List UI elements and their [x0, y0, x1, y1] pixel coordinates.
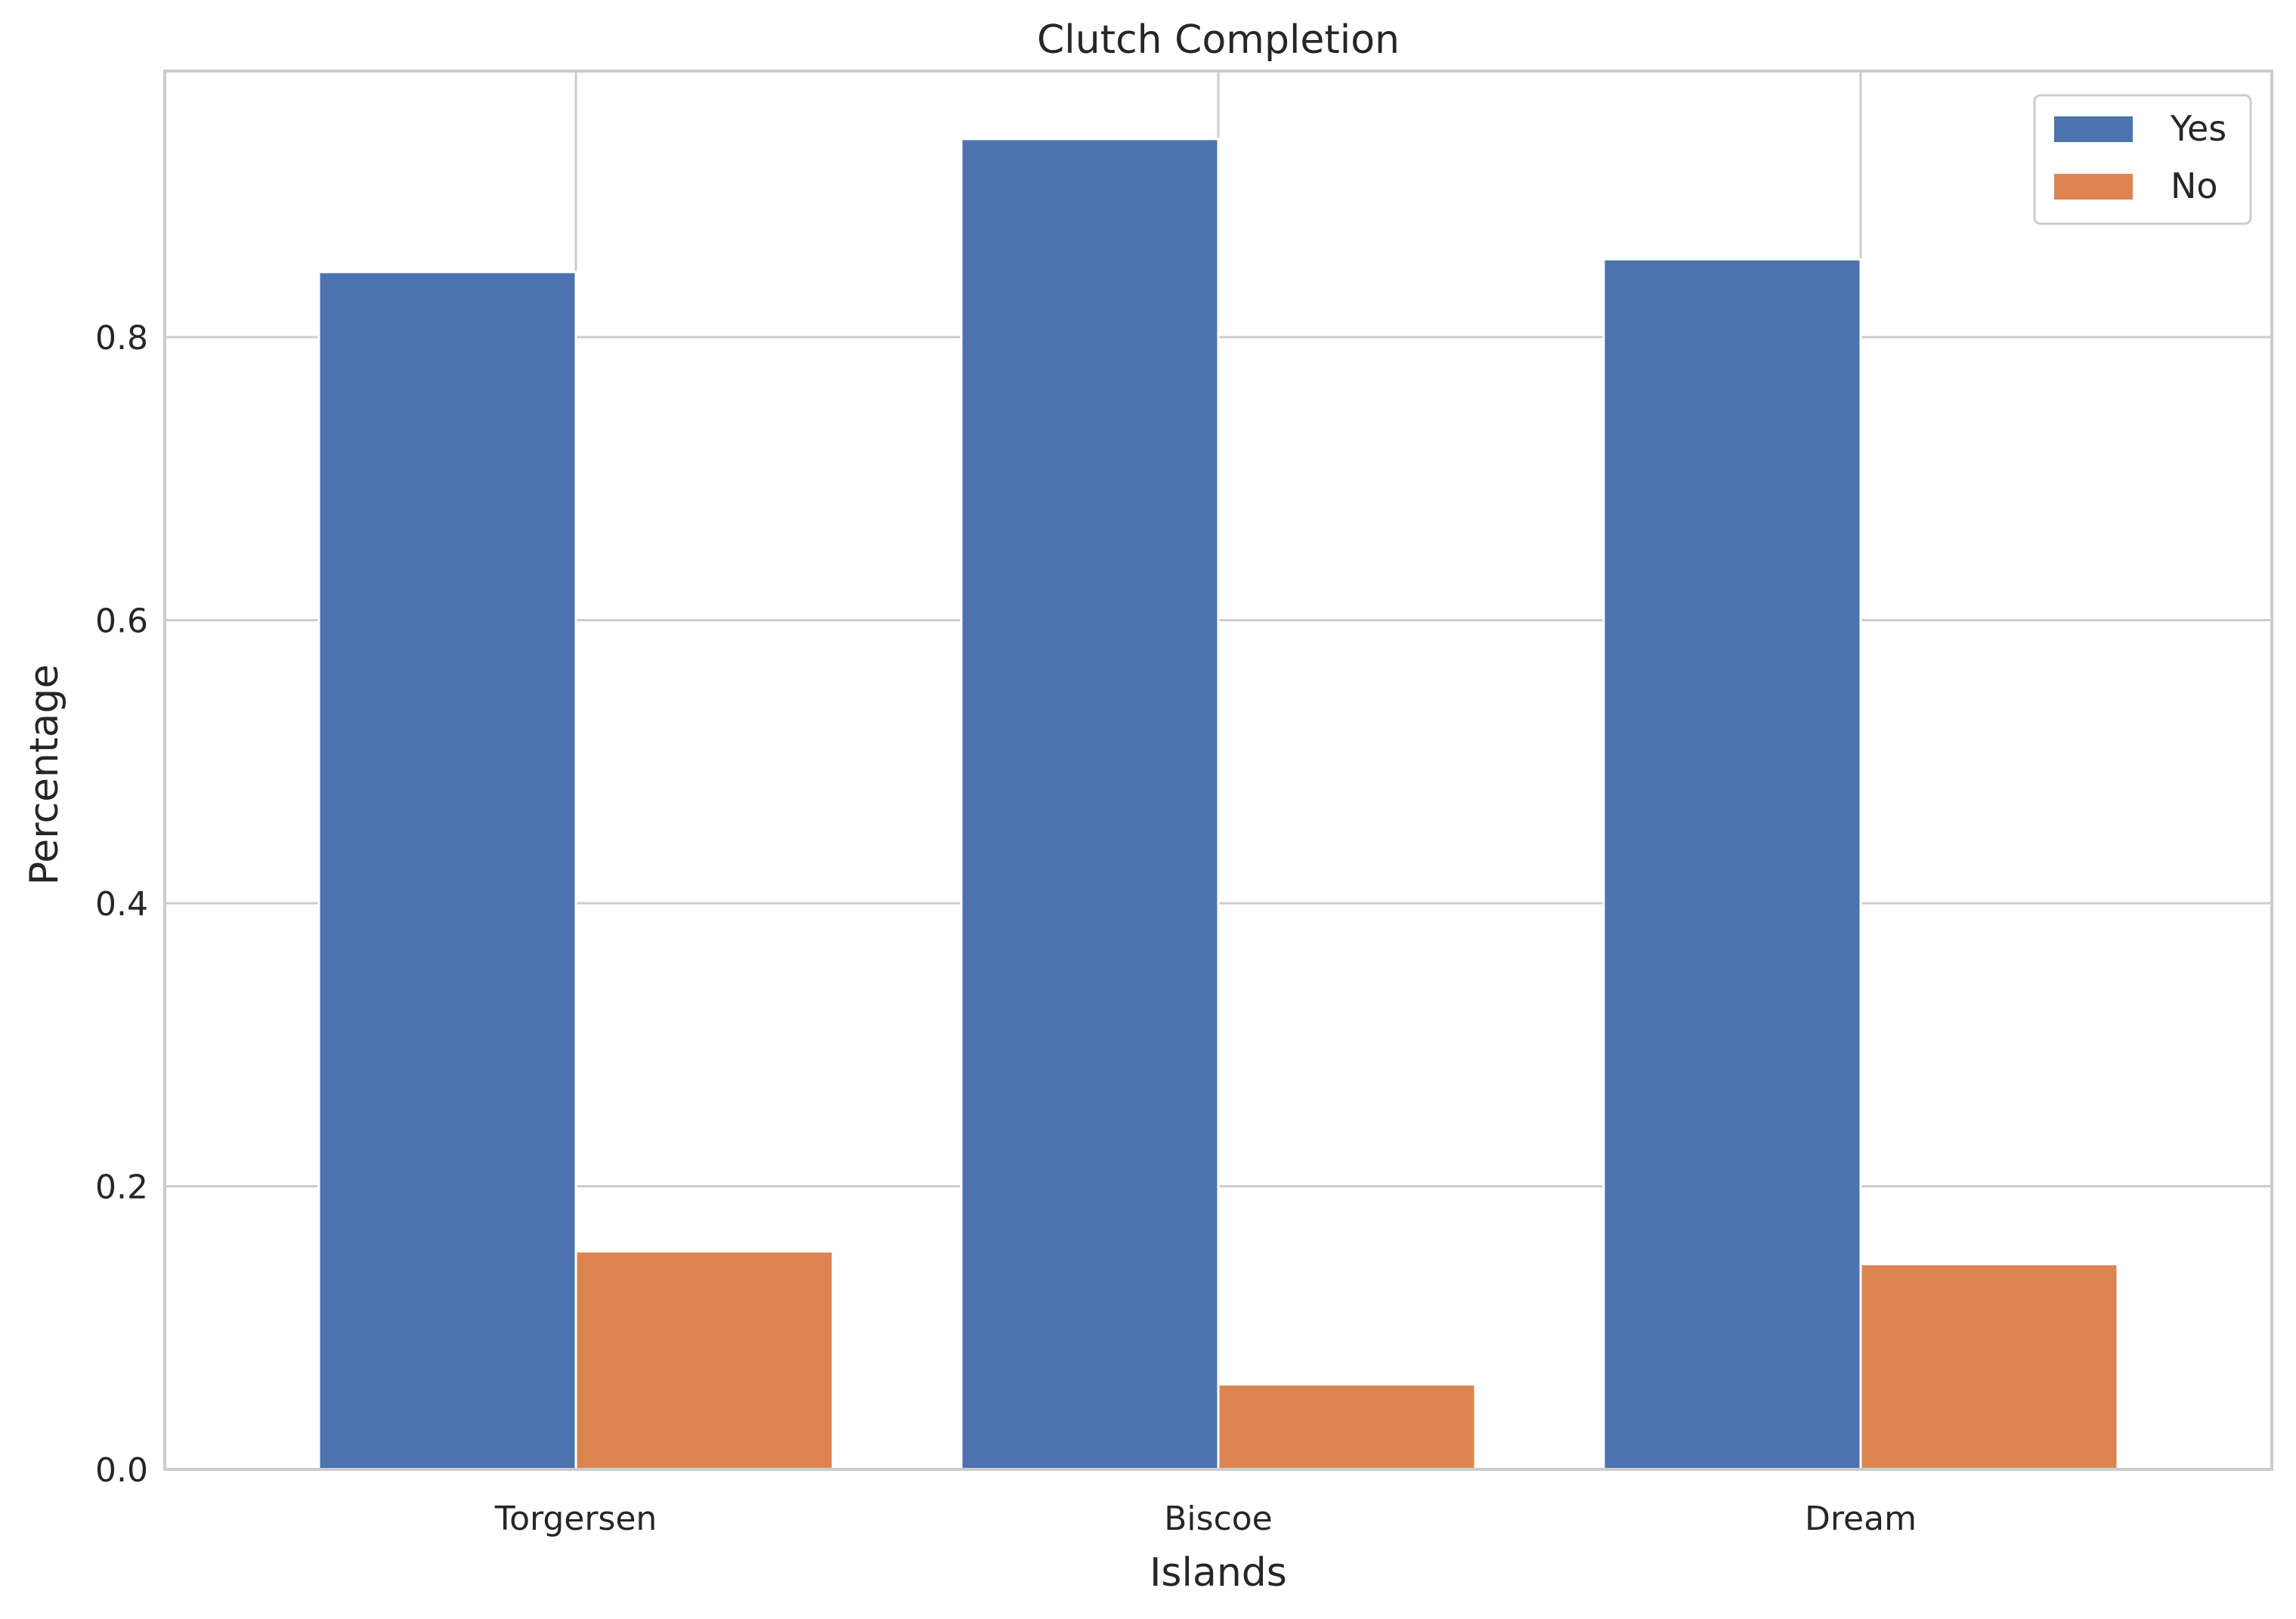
- x-tick-label: Dream: [1805, 1500, 1917, 1538]
- bar-yes-biscoe: [960, 138, 1220, 1471]
- bar-no-torgersen: [574, 1250, 834, 1471]
- legend-label-yes: Yes: [2170, 108, 2226, 149]
- x-axis-title: Islands: [1150, 1550, 1287, 1596]
- y-tick-label: 0.6: [95, 602, 148, 641]
- legend-label-no: No: [2171, 166, 2218, 206]
- y-tick-labels: 0.0 0.2 0.4 0.6 0.8: [95, 319, 148, 1490]
- x-tick-labels: Torgersen Biscoe Dream: [494, 1500, 1917, 1538]
- x-tick-label: Biscoe: [1164, 1500, 1273, 1538]
- y-tick-label: 0.2: [95, 1169, 148, 1207]
- y-axis-title: Percentage: [22, 664, 67, 886]
- y-tick-label: 0.0: [95, 1451, 148, 1490]
- bar-yes-torgersen: [317, 271, 577, 1471]
- legend: Yes No: [2033, 94, 2252, 225]
- legend-swatch-yes: [2054, 116, 2133, 142]
- bar-no-dream: [1859, 1262, 2119, 1471]
- x-tick-label: Torgersen: [494, 1500, 658, 1538]
- y-tick-label: 0.4: [95, 885, 148, 924]
- bar-no-biscoe: [1217, 1383, 1477, 1471]
- plot-frame: [163, 70, 2273, 1471]
- bars: [317, 138, 2119, 1471]
- y-tick-label: 0.8: [95, 319, 148, 358]
- legend-swatch-no: [2054, 174, 2133, 200]
- bar-yes-dream: [1602, 258, 1862, 1471]
- chart-title: Clutch Completion: [1037, 17, 1400, 63]
